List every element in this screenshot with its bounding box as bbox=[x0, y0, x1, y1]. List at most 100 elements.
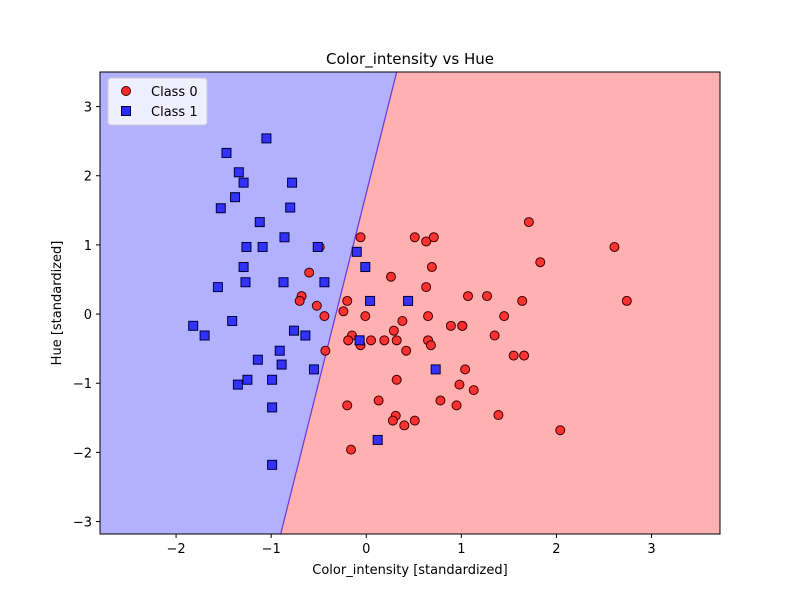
class-0-point bbox=[379, 335, 390, 346]
class-1-point bbox=[354, 335, 365, 346]
class-1-point bbox=[230, 192, 241, 203]
legend-marker-class-0 bbox=[121, 86, 131, 96]
class-1-point bbox=[242, 374, 253, 385]
class-1-point bbox=[308, 364, 319, 375]
class-0-point bbox=[621, 295, 632, 306]
class-1-point bbox=[227, 315, 238, 326]
legend-label-class-1: Class 1 bbox=[151, 105, 198, 120]
class-1-point bbox=[252, 354, 263, 365]
class-1-point bbox=[267, 459, 278, 470]
class-1-point bbox=[319, 277, 330, 288]
class-1-point bbox=[221, 147, 232, 158]
class-1-point bbox=[278, 277, 289, 288]
y-tick-label: −2 bbox=[73, 446, 92, 461]
class-0-point bbox=[391, 335, 402, 346]
class-1-point bbox=[215, 203, 226, 214]
class-0-point bbox=[555, 425, 566, 436]
class-0-point bbox=[294, 295, 305, 306]
x-axis: −2 −1 0 1 2 3 bbox=[166, 534, 656, 557]
class-1-point bbox=[267, 374, 278, 385]
class-1-point bbox=[238, 262, 249, 273]
x-tick-label: 2 bbox=[552, 542, 560, 557]
class-0-point bbox=[387, 415, 398, 426]
class-1-point bbox=[300, 330, 311, 341]
class-1-point bbox=[403, 295, 414, 306]
class-0-point bbox=[460, 364, 471, 375]
class-1-point bbox=[233, 167, 244, 178]
class-0-point bbox=[517, 295, 528, 306]
legend-label-class-0: Class 0 bbox=[151, 85, 198, 100]
class-0-point bbox=[519, 350, 530, 361]
class-1-point bbox=[285, 202, 296, 213]
x-tick-label: −1 bbox=[262, 542, 281, 557]
class-0-point bbox=[428, 232, 439, 243]
y-tick-label: 3 bbox=[84, 101, 92, 116]
class-0-point bbox=[319, 311, 330, 322]
class-0-point bbox=[523, 217, 534, 228]
class-1-region bbox=[100, 72, 397, 534]
class-0-point bbox=[421, 236, 432, 247]
axes-frame bbox=[99, 71, 721, 535]
class-1-point bbox=[267, 402, 278, 413]
x-tick-label: 1 bbox=[457, 542, 465, 557]
class-0-point bbox=[388, 325, 399, 336]
class-0-point bbox=[445, 320, 456, 331]
class-0-point bbox=[355, 232, 366, 243]
y-tick-label: −3 bbox=[73, 516, 92, 531]
class-1-point bbox=[240, 277, 251, 288]
class-0-point bbox=[499, 311, 510, 322]
class-0-point bbox=[435, 395, 446, 406]
class-1-point bbox=[287, 177, 298, 188]
class-0-point bbox=[391, 374, 402, 385]
y-tick-label: 1 bbox=[84, 239, 92, 254]
class-0-point bbox=[366, 335, 377, 346]
class-0-point bbox=[482, 291, 493, 302]
class-0-point bbox=[508, 350, 519, 361]
class-0-point bbox=[454, 379, 465, 390]
class-0-point bbox=[457, 320, 468, 331]
class-1-point bbox=[257, 241, 268, 252]
x-axis-title: Color_intensity [standardized] bbox=[312, 563, 507, 578]
x-tick-label: −2 bbox=[166, 542, 185, 557]
class-0-point bbox=[343, 335, 354, 346]
y-tick-label: 0 bbox=[84, 308, 92, 323]
class-1-point bbox=[199, 330, 210, 341]
class-1-point bbox=[232, 379, 243, 390]
class-0-point bbox=[468, 385, 479, 396]
class-0-point bbox=[535, 257, 546, 268]
plot-area bbox=[99, 71, 721, 535]
class-1-point bbox=[254, 217, 265, 228]
class-0-point bbox=[311, 300, 322, 311]
legend-frame bbox=[107, 77, 208, 126]
class-0-point bbox=[409, 232, 420, 243]
y-axis: −3 −2 −1 0 1 2 3 bbox=[73, 101, 100, 531]
class-1-point bbox=[372, 434, 383, 445]
class-0-point bbox=[451, 400, 462, 411]
class-0-point bbox=[401, 345, 412, 356]
class-1-point bbox=[312, 241, 323, 252]
legend: Class 0 Class 1 bbox=[107, 77, 208, 126]
class-1-point bbox=[276, 359, 287, 370]
class-1-point bbox=[279, 232, 290, 243]
class-1-point bbox=[261, 133, 272, 144]
x-tick-label: 3 bbox=[647, 542, 655, 557]
chart-title: Color_intensity vs Hue bbox=[326, 50, 494, 69]
class-1-point bbox=[288, 325, 299, 336]
class-0-point bbox=[425, 340, 436, 351]
class-0-point bbox=[423, 311, 434, 322]
class-1-point bbox=[360, 262, 371, 273]
y-tick-label: 2 bbox=[84, 170, 92, 185]
class-0-point bbox=[609, 241, 620, 252]
y-axis-title: Hue [standardized] bbox=[50, 241, 65, 366]
class-0-point bbox=[493, 410, 504, 421]
class-1-point bbox=[365, 295, 376, 306]
class-0-point bbox=[421, 282, 432, 293]
class-0-point bbox=[304, 267, 315, 278]
class-0-point bbox=[346, 444, 357, 455]
class-0-point bbox=[385, 271, 396, 282]
class-0-point bbox=[489, 330, 500, 341]
class-1-point bbox=[430, 364, 441, 375]
decision-boundary-line bbox=[280, 71, 398, 535]
y-tick-label: −1 bbox=[73, 377, 92, 392]
